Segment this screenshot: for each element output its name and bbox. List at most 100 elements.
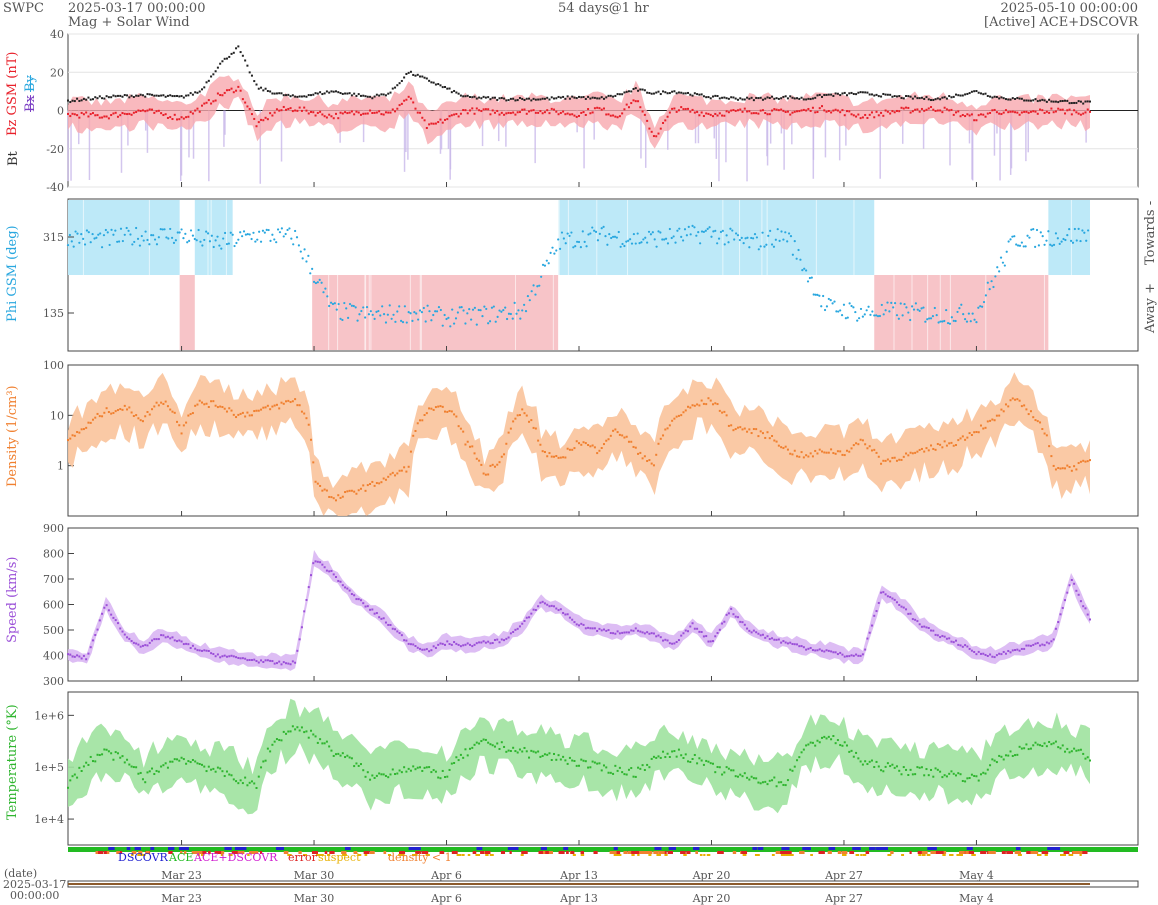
temp-point [1057,746,1060,749]
phi-point [536,285,539,288]
phi-point [530,290,533,293]
bt-point [1004,98,1007,101]
temp-point [189,761,192,764]
temp-point [157,770,160,773]
bz-point [146,109,149,112]
status-suspect-segment [855,854,860,856]
density-point [173,411,176,414]
bt-point [648,92,651,95]
bz-point [119,114,122,117]
speed-point [607,629,610,632]
speed-point [1011,649,1014,652]
speed-point [112,616,115,619]
status-suspect-segment [780,854,786,856]
speed-point [444,643,447,646]
bz-point [952,113,955,116]
density-point [891,456,894,459]
temp-point [323,742,326,745]
bt-point [861,91,864,94]
status-error-segment [670,851,673,854]
bt-point [559,96,562,99]
bt-point [350,94,353,97]
phi-point [407,311,410,314]
density-point [750,432,753,435]
density-point [534,427,537,430]
bz-point [141,109,144,112]
bz-point [555,110,558,113]
status-error-segment [180,851,183,854]
bt-point [1048,98,1051,101]
density-point [927,449,930,452]
temp-point [471,746,474,749]
bz-point [543,111,546,114]
bz-point [634,100,637,103]
bz-point [786,110,789,113]
temp-point [684,753,687,756]
speed-point [210,652,213,655]
density-point [523,412,526,415]
bz-point [848,110,851,113]
temp-point [462,756,465,759]
bz-point [282,105,285,108]
speed-point [153,638,156,641]
phi-point [710,235,713,238]
phi-point [1077,227,1080,230]
speed-point [546,603,549,606]
bt-point [702,95,705,98]
bt-point [285,94,288,97]
speed-point [809,646,812,649]
temp-point [353,765,356,768]
bt-point [505,99,508,102]
density-point [571,448,574,451]
temp-point [362,769,365,772]
bt-point [300,95,303,98]
bz-point [816,110,819,113]
density-point [303,412,306,415]
temp-point [482,738,485,741]
density-point [73,434,76,437]
density-point [387,475,390,478]
temp-point [975,775,978,778]
bz-point [314,114,317,117]
bz-point [80,111,83,114]
phi-point [787,232,791,235]
phi-point [326,295,329,298]
temp-point [387,776,390,779]
speed-point [591,627,594,630]
speed-point [662,639,665,642]
phi-point [135,226,138,230]
density-point [614,428,617,431]
phi-point [1007,240,1010,243]
bt-point [239,51,242,54]
status-error-segment [103,851,107,854]
speed-point [1041,643,1044,646]
temp-point [914,773,917,776]
bz-point [89,113,92,116]
density-point [194,404,197,407]
bt-point [262,89,265,92]
bt-point [930,99,933,102]
bz-point [482,108,485,111]
bt-point [459,94,462,97]
speed-point [677,639,680,642]
speed-point [936,634,939,637]
status-error-segment [237,851,245,854]
phi-point [769,229,772,232]
temp-point [523,746,526,749]
density-point [1014,398,1017,401]
bz-point [1014,111,1017,114]
density-point [673,417,676,420]
speed-point [850,654,853,657]
bt-point [534,98,537,101]
bt-point [743,98,746,101]
density-point [164,400,167,403]
density-point [144,415,147,418]
phi-point [909,318,912,322]
bz-point [1061,108,1064,111]
density-point [114,410,117,413]
temp-point [1023,747,1026,750]
bz-point [1029,110,1032,113]
phi-point [890,301,893,304]
density-point [773,439,776,442]
bt-point [1011,97,1014,100]
